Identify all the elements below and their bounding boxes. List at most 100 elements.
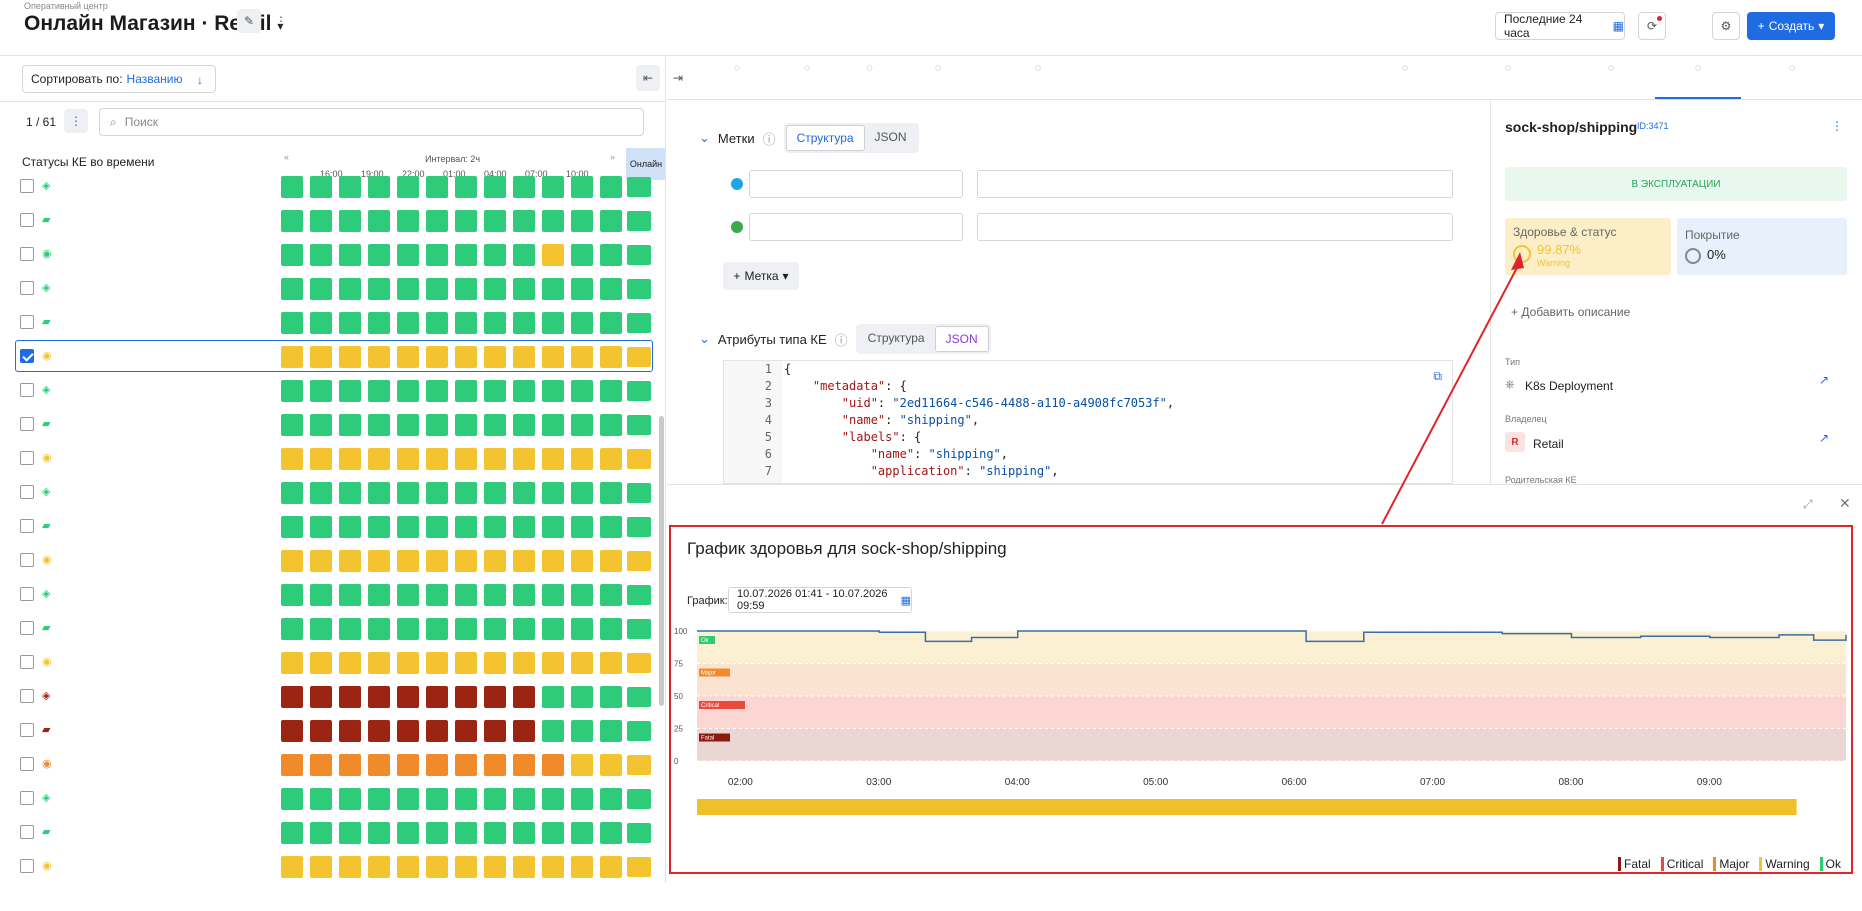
status-cell[interactable] bbox=[426, 788, 448, 810]
status-cell[interactable] bbox=[513, 652, 535, 674]
status-cell[interactable] bbox=[339, 278, 361, 300]
status-cell[interactable] bbox=[397, 720, 419, 742]
status-cell[interactable] bbox=[484, 312, 506, 334]
status-cell[interactable] bbox=[484, 414, 506, 436]
status-cell[interactable] bbox=[600, 618, 622, 640]
status-cell[interactable] bbox=[542, 482, 564, 504]
status-cell[interactable] bbox=[310, 244, 332, 266]
list-item[interactable]: ▰ bbox=[0, 407, 665, 441]
status-cell[interactable] bbox=[426, 346, 448, 368]
status-cell[interactable] bbox=[455, 448, 477, 470]
status-cell[interactable] bbox=[281, 618, 303, 640]
status-cell[interactable] bbox=[542, 754, 564, 776]
list-item[interactable]: ◈ bbox=[0, 271, 665, 305]
status-cell[interactable] bbox=[513, 686, 535, 708]
row-checkbox[interactable] bbox=[20, 757, 34, 771]
status-cell[interactable] bbox=[281, 720, 303, 742]
labels-structure-tab[interactable]: Структура bbox=[785, 125, 865, 151]
more-icon[interactable]: ⋮ bbox=[275, 14, 287, 28]
list-item[interactable]: ◉ bbox=[0, 441, 665, 475]
tab-metrics[interactable]: ◌ bbox=[1377, 59, 1433, 77]
status-cell[interactable] bbox=[513, 312, 535, 334]
status-cell[interactable] bbox=[513, 754, 535, 776]
status-cell[interactable] bbox=[542, 584, 564, 606]
status-cell[interactable] bbox=[426, 312, 448, 334]
tab-params[interactable]: ◌ bbox=[1655, 59, 1741, 99]
status-cell[interactable] bbox=[281, 210, 303, 232]
status-cell[interactable] bbox=[600, 754, 622, 776]
status-cell[interactable] bbox=[339, 244, 361, 266]
list-item[interactable]: ◈ bbox=[0, 781, 665, 815]
status-cell[interactable] bbox=[542, 414, 564, 436]
status-cell[interactable] bbox=[281, 652, 303, 674]
status-cell[interactable] bbox=[397, 584, 419, 606]
row-checkbox[interactable] bbox=[20, 247, 34, 261]
status-cell[interactable] bbox=[600, 380, 622, 402]
row-checkbox[interactable] bbox=[20, 621, 34, 635]
status-cell[interactable] bbox=[339, 550, 361, 572]
row-checkbox[interactable] bbox=[20, 587, 34, 601]
status-cell[interactable] bbox=[571, 278, 593, 300]
status-cell[interactable] bbox=[426, 550, 448, 572]
row-checkbox[interactable] bbox=[20, 179, 34, 193]
refresh-button[interactable]: ⟳ bbox=[1638, 12, 1666, 40]
status-cell[interactable] bbox=[484, 346, 506, 368]
status-cell[interactable] bbox=[513, 822, 535, 844]
sort-select[interactable]: Сортировать по: Названию bbox=[22, 65, 216, 93]
status-cell[interactable] bbox=[542, 822, 564, 844]
status-cell[interactable] bbox=[426, 448, 448, 470]
row-checkbox[interactable] bbox=[20, 451, 34, 465]
tab-signal[interactable]: ◌ bbox=[707, 59, 767, 77]
status-cell[interactable] bbox=[310, 720, 332, 742]
status-cell[interactable] bbox=[339, 176, 361, 198]
status-cell[interactable] bbox=[571, 652, 593, 674]
list-item[interactable]: ◈ bbox=[0, 373, 665, 407]
status-cell[interactable] bbox=[281, 516, 303, 538]
status-cell[interactable] bbox=[310, 822, 332, 844]
status-cell[interactable] bbox=[397, 448, 419, 470]
status-cell[interactable] bbox=[484, 482, 506, 504]
status-cell[interactable] bbox=[368, 822, 390, 844]
status-cell[interactable] bbox=[426, 516, 448, 538]
status-cell[interactable] bbox=[281, 414, 303, 436]
status-cell[interactable] bbox=[600, 652, 622, 674]
tab-history[interactable]: ◌ bbox=[837, 59, 902, 77]
list-item[interactable]: ▰ bbox=[0, 815, 665, 849]
add-description-link[interactable]: + Добавить описание bbox=[1511, 305, 1631, 319]
status-cell[interactable] bbox=[455, 482, 477, 504]
status-cell[interactable] bbox=[281, 448, 303, 470]
status-cell[interactable] bbox=[397, 550, 419, 572]
status-cell[interactable] bbox=[542, 550, 564, 572]
status-cell[interactable] bbox=[397, 618, 419, 640]
tab-wrench[interactable]: ◌ bbox=[983, 59, 1093, 77]
status-cell[interactable] bbox=[542, 176, 564, 198]
status-cell[interactable] bbox=[310, 550, 332, 572]
tab-users[interactable]: ◌ bbox=[1749, 59, 1835, 77]
row-checkbox[interactable] bbox=[20, 383, 34, 397]
status-cell[interactable] bbox=[281, 346, 303, 368]
status-cell[interactable] bbox=[310, 448, 332, 470]
status-cell[interactable] bbox=[339, 754, 361, 776]
list-item[interactable]: ▰ bbox=[0, 305, 665, 339]
status-cell[interactable] bbox=[484, 584, 506, 606]
status-cell[interactable] bbox=[310, 176, 332, 198]
status-cell[interactable] bbox=[368, 788, 390, 810]
status-cell[interactable] bbox=[600, 244, 622, 266]
status-cell[interactable] bbox=[426, 244, 448, 266]
status-cell[interactable] bbox=[426, 618, 448, 640]
status-cell[interactable] bbox=[397, 414, 419, 436]
status-cell[interactable] bbox=[281, 584, 303, 606]
status-cell[interactable] bbox=[600, 822, 622, 844]
breadcrumb[interactable]: Оперативный центр bbox=[24, 1, 108, 11]
status-cell[interactable] bbox=[455, 414, 477, 436]
label-value-input[interactable] bbox=[977, 170, 1453, 198]
list-item[interactable]: ◈ bbox=[0, 679, 665, 713]
status-cell[interactable] bbox=[571, 414, 593, 436]
status-cell[interactable] bbox=[310, 312, 332, 334]
status-cell[interactable] bbox=[455, 278, 477, 300]
list-item[interactable]: ◈ bbox=[0, 475, 665, 509]
status-cell[interactable] bbox=[339, 312, 361, 334]
status-cell[interactable] bbox=[339, 652, 361, 674]
status-cell[interactable] bbox=[397, 278, 419, 300]
status-cell[interactable] bbox=[513, 244, 535, 266]
